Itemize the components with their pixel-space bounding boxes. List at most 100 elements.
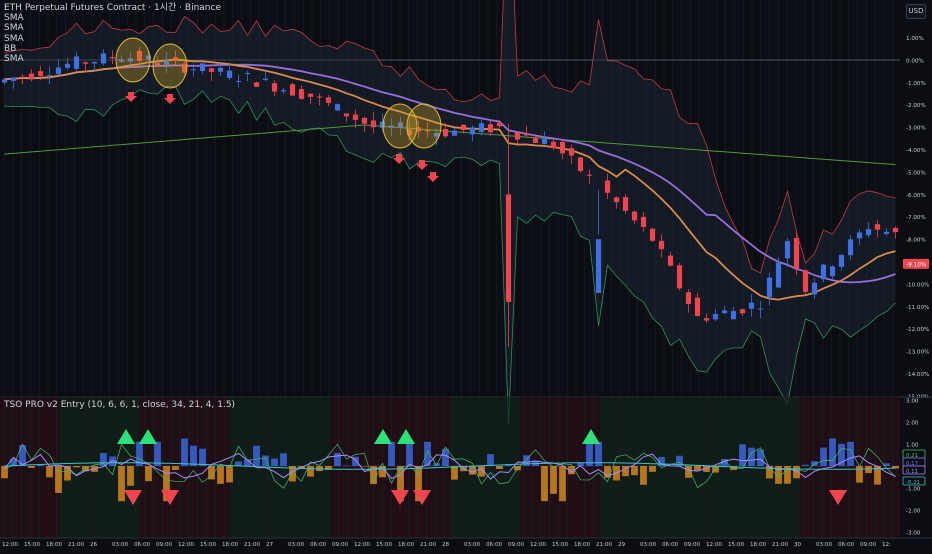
candle-body: [361, 117, 368, 124]
candle-body: [829, 266, 836, 277]
time-axis-label: 12:00: [530, 542, 547, 548]
time-axis-label: 12:: [882, 542, 891, 548]
oscillator-histogram-bar: [820, 447, 827, 466]
oscillator-histogram-bar: [253, 445, 260, 466]
oscillator-histogram-bar: [856, 466, 863, 483]
oscillator-value-label: 0.17: [906, 461, 918, 467]
candle-body: [757, 308, 764, 310]
candle-body: [298, 89, 305, 99]
candle-body: [271, 83, 278, 92]
oscillator-histogram-bar: [118, 466, 125, 502]
oscillator-histogram-bar: [307, 466, 314, 477]
candle-body: [172, 57, 179, 60]
candle-body: [109, 57, 116, 59]
oscillator-histogram-bar: [829, 438, 836, 466]
oscillator-histogram-bar: [757, 449, 764, 466]
oscillator-histogram-bar: [208, 466, 215, 480]
time-axis-label: 12:00: [354, 542, 371, 548]
oscillator-histogram-bar: [352, 456, 359, 466]
candle-body: [388, 125, 395, 128]
buy-signal-icon: [374, 429, 392, 444]
oscillator-axis-label: -1.00: [906, 486, 921, 492]
oscillator-histogram-bar: [433, 463, 440, 466]
candle-body: [820, 264, 827, 280]
candle-body: [226, 70, 233, 78]
candle-body: [685, 292, 692, 304]
candle-body: [208, 68, 215, 72]
candle-body: [748, 302, 755, 309]
time-axis-label: 03:00: [640, 542, 657, 548]
oscillator-histogram-bar: [649, 466, 656, 472]
bollinger-upper: [4, 0, 896, 274]
oscillator-title[interactable]: TSO PRO v2 Entry (10, 6, 6, 1, close, 34…: [4, 400, 236, 410]
sell-signal-icon: [829, 490, 847, 505]
candle-body: [514, 132, 521, 140]
candle-body: [217, 67, 224, 72]
oscillator-histogram-bar: [631, 466, 638, 476]
time-axis-label: 21:00: [596, 542, 613, 548]
legend-sma-4[interactable]: SMA: [4, 54, 24, 65]
oscillator-histogram-bar: [847, 441, 854, 466]
oscillator-histogram-bar: [388, 441, 395, 466]
price-axis-label: -7.00%: [906, 215, 926, 221]
oscillator-histogram-bar: [64, 466, 71, 481]
oscillator-histogram-bar: [550, 466, 557, 494]
oscillator-histogram-bar: [100, 453, 107, 466]
time-axis-label: 15:00: [552, 542, 569, 548]
oscillator-histogram-bar: [361, 466, 368, 467]
candle-body: [622, 197, 629, 211]
candle-body: [289, 84, 296, 96]
candle-body: [604, 180, 611, 193]
candle-body: [532, 137, 539, 143]
candle-body: [118, 59, 125, 62]
candle-body: [307, 93, 314, 97]
oscillator-histogram-bar: [271, 458, 278, 466]
time-axis-label: 27: [266, 542, 274, 548]
sell-arrow-icon: [416, 160, 428, 170]
legend-sma-1[interactable]: SMA: [4, 13, 24, 24]
time-axis-label: 09:00: [684, 542, 701, 548]
candle-body: [640, 216, 647, 227]
legend-sma-3[interactable]: SMA: [4, 33, 24, 44]
signal-highlight-circle: [152, 43, 188, 89]
price-axis-label: -1.00%: [906, 81, 926, 87]
chart-title[interactable]: ETH Perpetual Futures Contract · 1시간 · B…: [4, 3, 221, 13]
time-axis-label: 15:00: [200, 542, 217, 548]
time-axis-label: 15:00: [728, 542, 745, 548]
current-price-label: -9.10%: [906, 262, 927, 268]
candle-body: [874, 224, 881, 230]
candle-body: [244, 72, 251, 75]
oscillator-histogram-bar: [784, 466, 791, 484]
current-price-badge: [903, 258, 929, 269]
price-axis-label: -2.00%: [906, 103, 926, 109]
currency-button[interactable]: USD: [906, 4, 926, 19]
legend-sma-2[interactable]: SMA: [4, 23, 24, 34]
oscillator-histogram-bar: [397, 466, 404, 502]
candle-body: [64, 63, 71, 68]
price-axis-label: -3.00%: [906, 126, 926, 132]
candle-body: [631, 211, 638, 221]
candle-body: [127, 58, 134, 62]
candle-body: [154, 63, 161, 66]
oscillator-histogram-bar: [280, 453, 287, 466]
candle-body: [181, 63, 188, 73]
time-axis-label: 12:00: [706, 542, 723, 548]
chart-legend: ETH Perpetual Futures Contract · 1시간 · B…: [4, 3, 221, 64]
oscillator-axis-label: -2.00: [906, 508, 921, 514]
oscillator-histogram-bar: [577, 462, 584, 466]
signal-highlight-circle: [115, 37, 151, 83]
oscillator-histogram-bar: [127, 466, 134, 486]
oscillator-histogram-bar: [802, 464, 809, 466]
candle-body: [676, 265, 683, 289]
candle-body: [262, 78, 269, 80]
oscillator-histogram-bar: [487, 454, 494, 466]
oscillator-axis-label: 1.00: [906, 442, 919, 448]
candle-body: [568, 148, 575, 156]
candle-body: [784, 240, 791, 259]
time-axis-label: 06:00: [134, 542, 151, 548]
legend-bb[interactable]: BB: [4, 43, 17, 54]
time-axis-label: 06:00: [310, 542, 327, 548]
time-axis-label: 15:00: [24, 542, 41, 548]
